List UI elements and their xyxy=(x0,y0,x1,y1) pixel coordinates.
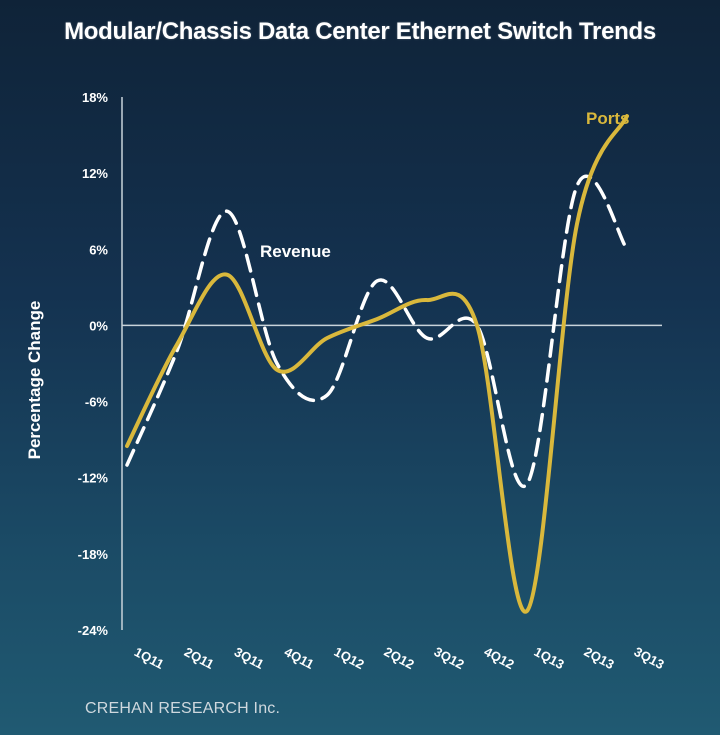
x-tick-label: 1Q11 xyxy=(132,644,166,672)
x-tick-label: 1Q12 xyxy=(332,644,367,672)
x-tick-label: 3Q11 xyxy=(232,644,266,672)
source-note: CREHAN RESEARCH Inc. xyxy=(85,700,281,717)
y-tick-label: -18% xyxy=(78,547,109,562)
y-tick-label: 18% xyxy=(82,90,108,105)
x-tick-label: 3Q13 xyxy=(632,644,667,672)
y-tick-label: -24% xyxy=(78,623,109,638)
chart-title: Modular/Chassis Data Center Ethernet Swi… xyxy=(64,18,656,45)
x-tick-label: 2Q13 xyxy=(582,644,617,672)
x-tick-label: 2Q11 xyxy=(182,644,216,672)
y-tick-label: 0% xyxy=(89,318,108,333)
x-tick-label: 2Q12 xyxy=(382,644,417,672)
x-tick-labels: 1Q11 2Q11 3Q11 4Q11 1Q12 2Q12 3Q12 4Q12 1Q13 2Q13… xyxy=(132,644,667,672)
series-lines xyxy=(125,114,629,614)
x-tick-label: 3Q12 xyxy=(432,644,467,672)
y-axis-label: Percentage Change xyxy=(25,301,44,460)
y-tick-label: -12% xyxy=(78,471,109,486)
series-line-revenue xyxy=(125,174,629,489)
series-labels: Ports Revenue xyxy=(260,109,629,261)
x-tick-label: 1Q13 xyxy=(532,644,567,672)
y-tick-label: 6% xyxy=(89,242,108,257)
x-tick-label: 4Q11 xyxy=(282,644,316,672)
y-tick-labels: 18% 12% 6% 0% -6% -12% -18% -24% xyxy=(78,90,109,638)
x-tick-label: 4Q12 xyxy=(482,644,517,672)
y-tick-label: 12% xyxy=(82,166,108,181)
series-label-ports: Ports xyxy=(586,109,629,128)
y-tick-label: -6% xyxy=(85,395,109,410)
series-label-revenue: Revenue xyxy=(260,242,331,261)
chart-axes xyxy=(121,97,662,630)
series-line-ports xyxy=(125,114,629,614)
